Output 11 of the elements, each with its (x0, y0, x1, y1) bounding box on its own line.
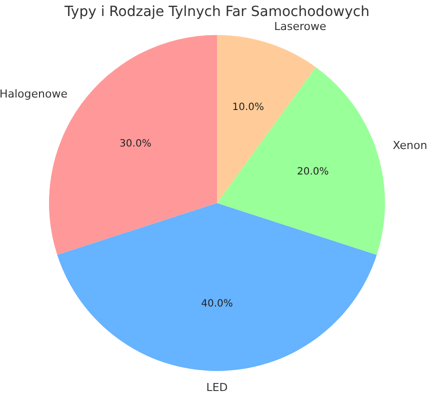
chart-title: Typy i Rodzaje Tylnych Far Samochodowych (64, 4, 370, 20)
slice-label: LED (206, 380, 228, 394)
data-label: 30.0% (120, 138, 152, 150)
slice-label: Halogenowe (0, 87, 68, 100)
data-label: 40.0% (201, 298, 233, 310)
slice-label: Xenon (392, 138, 428, 152)
data-label: 20.0% (296, 166, 329, 178)
pie-slice (57, 203, 377, 371)
slice-label: Laserowe (274, 20, 326, 34)
pie-slice (217, 67, 385, 255)
data-label: 10.0% (232, 102, 264, 113)
